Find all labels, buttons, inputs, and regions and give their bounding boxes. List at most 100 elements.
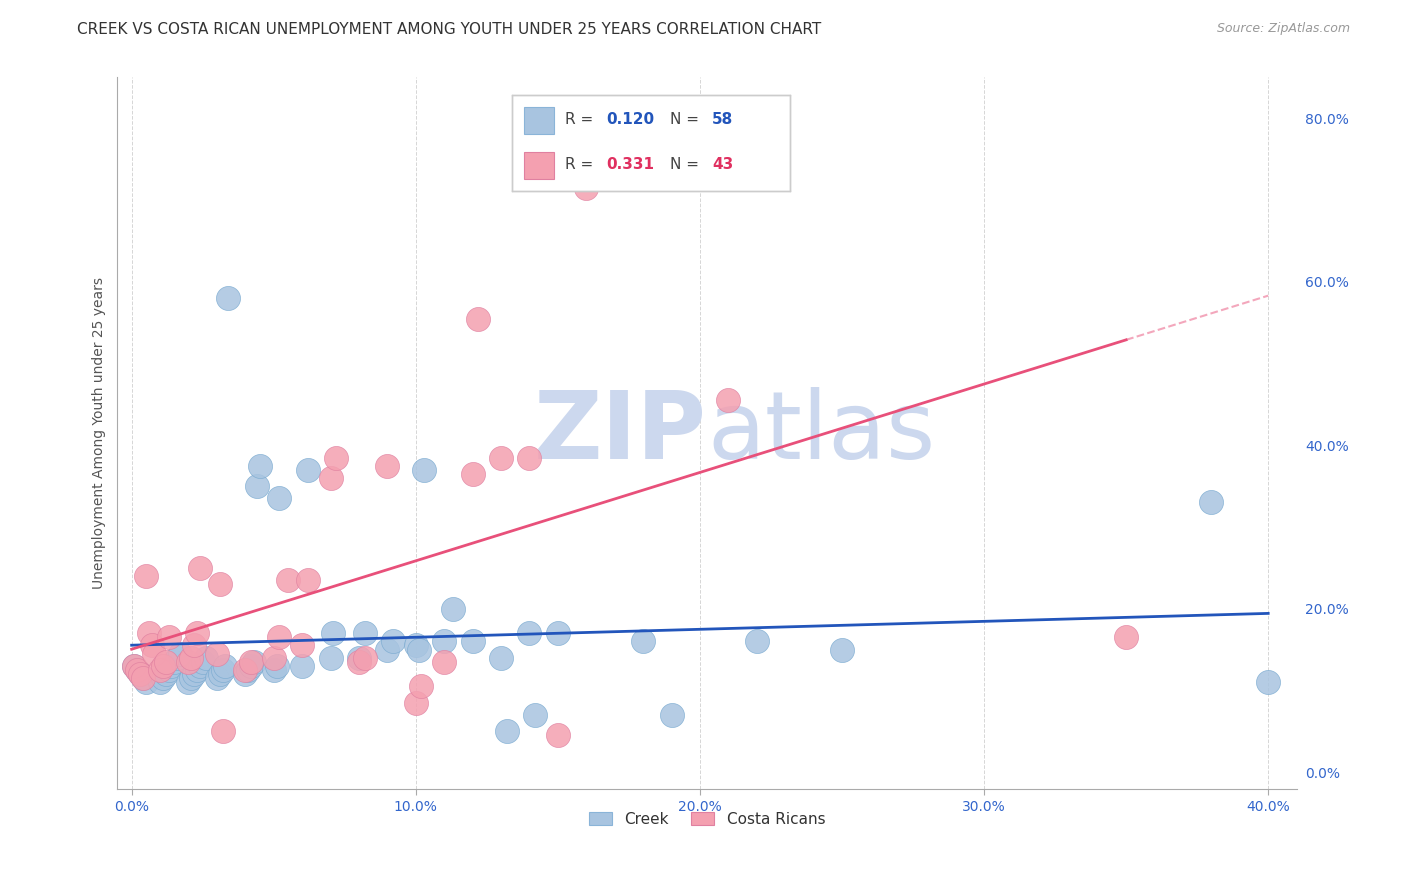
Point [291, 639, 314, 653]
Text: ZIP: ZIP [534, 387, 707, 479]
Point [177, 655, 200, 669]
Point [297, 573, 319, 587]
Point [132, 671, 155, 685]
Point [249, 458, 271, 473]
Point [149, 675, 172, 690]
Point [266, 659, 288, 673]
Point [347, 655, 370, 669]
Point [495, 724, 517, 739]
Point [325, 450, 347, 465]
Point [138, 626, 160, 640]
Point [155, 655, 177, 669]
Point [661, 708, 683, 723]
Point [141, 639, 163, 653]
Point [263, 650, 285, 665]
Point [603, 152, 626, 166]
Point [163, 655, 186, 669]
Point [269, 630, 291, 644]
Point [489, 450, 512, 465]
Point [519, 626, 541, 640]
Point [405, 639, 427, 653]
Point [1257, 675, 1279, 690]
Point [240, 659, 263, 673]
Point [277, 573, 299, 587]
Point [297, 463, 319, 477]
Point [157, 630, 180, 644]
Point [467, 311, 489, 326]
Point [149, 663, 172, 677]
Point [524, 708, 547, 723]
Point [208, 667, 231, 681]
Point [1115, 630, 1137, 644]
Point [519, 450, 541, 465]
Point [233, 667, 256, 681]
Point [433, 655, 456, 669]
Point [127, 663, 149, 677]
Point [233, 663, 256, 677]
Point [353, 650, 375, 665]
Point [191, 655, 214, 669]
Point [745, 634, 768, 648]
Point [143, 647, 166, 661]
Point [831, 642, 853, 657]
Point [186, 663, 208, 677]
Point [353, 626, 375, 640]
Point [461, 634, 484, 648]
Point [236, 663, 259, 677]
Point [180, 671, 202, 685]
Point [269, 491, 291, 506]
Point [433, 634, 456, 648]
Point [188, 561, 211, 575]
Point [441, 601, 464, 615]
Point [322, 626, 344, 640]
Point [124, 659, 146, 673]
Point [382, 634, 405, 648]
Point [631, 634, 654, 648]
Point [183, 667, 205, 681]
Point [411, 679, 433, 693]
Point [183, 639, 205, 653]
Point [717, 393, 740, 408]
Point [124, 659, 146, 673]
Point [377, 458, 399, 473]
Point [205, 671, 228, 685]
Point [1201, 495, 1223, 509]
Point [166, 650, 188, 665]
Point [180, 650, 202, 665]
Point [177, 675, 200, 690]
Legend: Creek, Costa Ricans: Creek, Costa Ricans [581, 804, 832, 834]
Point [194, 650, 217, 665]
Point [319, 471, 342, 485]
Point [186, 626, 208, 640]
Point [205, 647, 228, 661]
Point [575, 181, 598, 195]
Point [547, 626, 569, 640]
Point [413, 463, 436, 477]
Point [319, 650, 342, 665]
Point [240, 655, 263, 669]
Point [211, 663, 233, 677]
Point [217, 291, 239, 305]
Point [127, 663, 149, 677]
Point [208, 577, 231, 591]
Point [135, 675, 157, 690]
Point [489, 650, 512, 665]
Point [263, 663, 285, 677]
Point [129, 667, 152, 681]
Point [547, 728, 569, 742]
Point [155, 667, 177, 681]
Point [132, 671, 155, 685]
Point [157, 663, 180, 677]
Point [347, 650, 370, 665]
Point [377, 642, 399, 657]
Y-axis label: Unemployment Among Youth under 25 years: Unemployment Among Youth under 25 years [93, 277, 107, 589]
Point [211, 724, 233, 739]
Point [188, 659, 211, 673]
Point [129, 667, 152, 681]
Text: atlas: atlas [707, 387, 935, 479]
Text: Source: ZipAtlas.com: Source: ZipAtlas.com [1216, 22, 1350, 36]
Point [291, 659, 314, 673]
Point [169, 647, 191, 661]
Point [152, 671, 174, 685]
Point [408, 642, 430, 657]
